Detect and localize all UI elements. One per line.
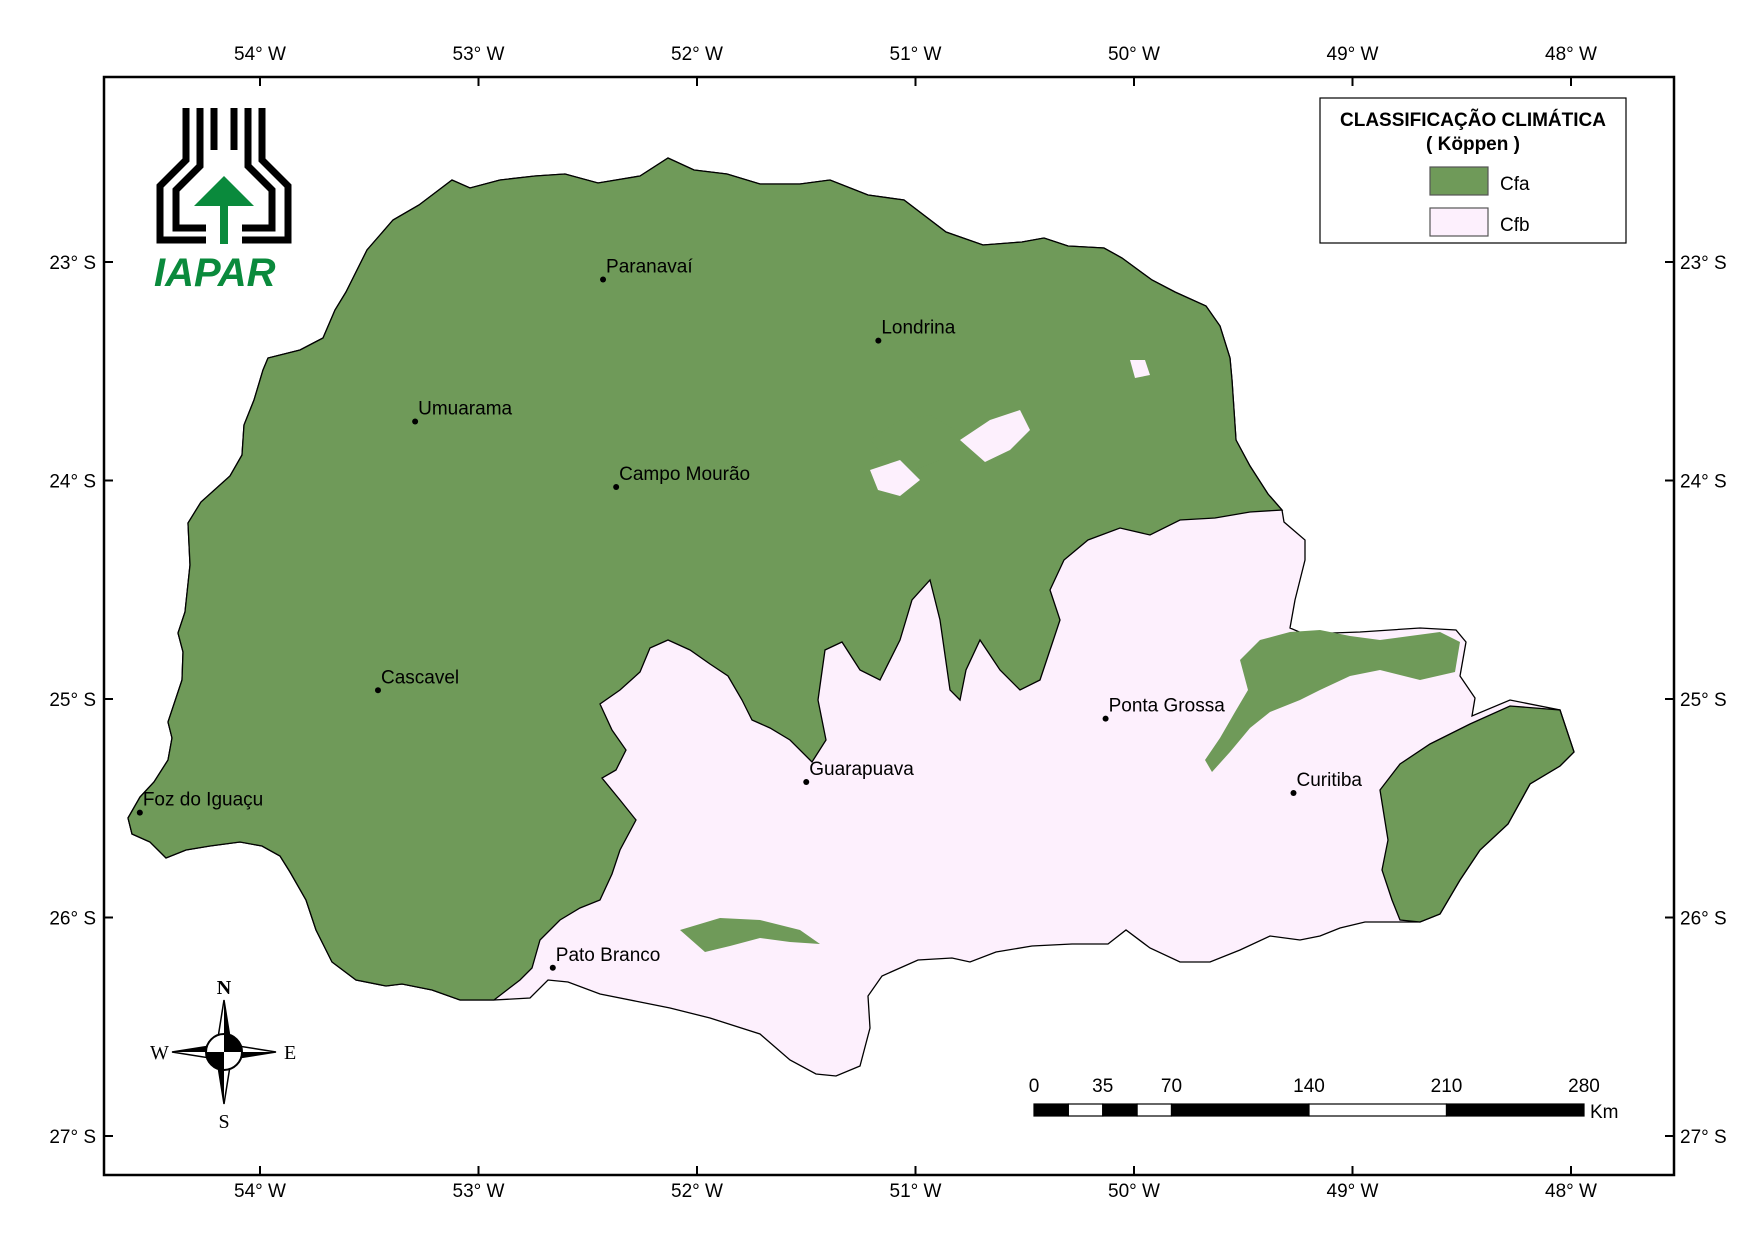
scale-segment: [1102, 1103, 1138, 1117]
compass-rose: N S E W: [150, 977, 296, 1133]
city-label: Cascavel: [381, 667, 459, 688]
legend-title-line1: CLASSIFICAÇÃO CLIMÁTICA: [1340, 109, 1606, 131]
logo-text: IAPAR: [154, 251, 276, 295]
city-label: Umuarama: [418, 399, 512, 420]
city-dot: [549, 964, 556, 971]
latitude-ticks-right: 23° S 24° S 25° S 26° S 27° S: [1665, 253, 1727, 1148]
legend-title-line2: ( Köppen ): [1426, 134, 1520, 155]
compass-s: S: [218, 1111, 229, 1133]
compass-w: W: [150, 1042, 169, 1064]
city-label: Foz do Iguaçu: [143, 790, 263, 811]
lat-label-right: 24° S: [1680, 472, 1727, 493]
compass-n: N: [217, 977, 232, 999]
logo-emblem: [156, 108, 292, 244]
region-cfa-main: [127, 157, 1284, 1001]
lat-label-right: 27° S: [1680, 1127, 1727, 1148]
iapar-logo: IAPAR: [154, 108, 292, 295]
lat-label-right: 23° S: [1680, 253, 1727, 274]
lon-label-bottom: 54° W: [234, 1181, 286, 1202]
lon-label-top: 51° W: [890, 44, 942, 65]
lat-label-left: 23° S: [49, 253, 96, 274]
scale-segment: [1445, 1103, 1585, 1117]
city-dot: [875, 337, 882, 344]
city-dot: [600, 276, 607, 283]
lat-label-left: 26° S: [49, 909, 96, 930]
lat-label-left: 27° S: [49, 1127, 96, 1148]
city-label: Curitiba: [1297, 770, 1363, 791]
legend: CLASSIFICAÇÃO CLIMÁTICA ( Köppen ) Cfa C…: [1319, 97, 1627, 244]
legend-label-cfa: Cfa: [1500, 174, 1530, 195]
lat-label-right: 26° S: [1680, 909, 1727, 930]
city-dot: [136, 809, 143, 816]
scale-label: 140: [1293, 1076, 1325, 1097]
tree-icon: [194, 176, 254, 244]
lon-label-bottom: 52° W: [671, 1181, 723, 1202]
city-label: Pato Branco: [556, 945, 661, 966]
city-dot: [374, 687, 381, 694]
scale-label: 280: [1568, 1076, 1600, 1097]
legend-label-cfb: Cfb: [1500, 215, 1530, 236]
lat-label-right: 25° S: [1680, 690, 1727, 711]
scale-label: 210: [1431, 1076, 1463, 1097]
city-label: Ponta Grossa: [1109, 696, 1226, 717]
city-dot: [1102, 715, 1109, 722]
city-label: Londrina: [881, 318, 955, 339]
city-label: Campo Mourão: [619, 464, 750, 485]
lon-label-top: 52° W: [671, 44, 723, 65]
lon-label-bottom: 53° W: [453, 1181, 505, 1202]
scale-label: 35: [1092, 1076, 1113, 1097]
lat-label-left: 24° S: [49, 472, 96, 493]
city-markers: Paranavaí Londrina Umuarama Campo Mourão Cas…: [136, 256, 1363, 971]
lon-label-top: 50° W: [1108, 44, 1160, 65]
scale-segment: [1136, 1103, 1173, 1117]
scale-label: 0: [1029, 1076, 1040, 1097]
city-dot: [412, 418, 419, 425]
lon-label-top: 53° W: [453, 44, 505, 65]
longitude-ticks-top: 54° W 53° W 52° W 51° W 50° W 49° W 48° W: [234, 44, 1597, 86]
scale-segment: [1033, 1103, 1069, 1117]
lon-label-top: 49° W: [1327, 44, 1379, 65]
lon-label-top: 54° W: [234, 44, 286, 65]
lat-label-left: 25° S: [49, 690, 96, 711]
lon-label-top: 48° W: [1545, 44, 1597, 65]
compass-e: E: [284, 1042, 296, 1064]
region-cfa-coast: [1379, 705, 1575, 923]
scale-segment: [1308, 1103, 1448, 1117]
city-dot: [613, 484, 620, 491]
scale-unit: Km: [1590, 1102, 1619, 1123]
lon-label-bottom: 48° W: [1545, 1181, 1597, 1202]
latitude-ticks-left: 23° S 24° S 25° S 26° S 27° S: [49, 253, 113, 1148]
city-label: Guarapuava: [809, 759, 914, 780]
longitude-ticks-bottom: 54° W 53° W 52° W 51° W 50° W 49° W 48° W: [234, 1166, 1597, 1202]
city-dot: [1290, 789, 1297, 796]
scale-segment: [1067, 1103, 1104, 1117]
region-cfb-patches: [870, 360, 1150, 496]
city-dot: [803, 779, 810, 786]
lon-label-bottom: 49° W: [1327, 1181, 1379, 1202]
scale-segment: [1170, 1103, 1310, 1117]
legend-swatch-cfb: [1429, 207, 1489, 237]
lon-label-bottom: 50° W: [1108, 1181, 1160, 1202]
scale-label: 70: [1161, 1076, 1182, 1097]
legend-swatch-cfa: [1429, 166, 1489, 196]
scale-bar: 0 35 70 140 210 280 Km: [1029, 1076, 1619, 1123]
city-label: Paranavaí: [606, 256, 693, 277]
lon-label-bottom: 51° W: [890, 1181, 942, 1202]
region-cfa-east-highlands: [1205, 630, 1460, 772]
